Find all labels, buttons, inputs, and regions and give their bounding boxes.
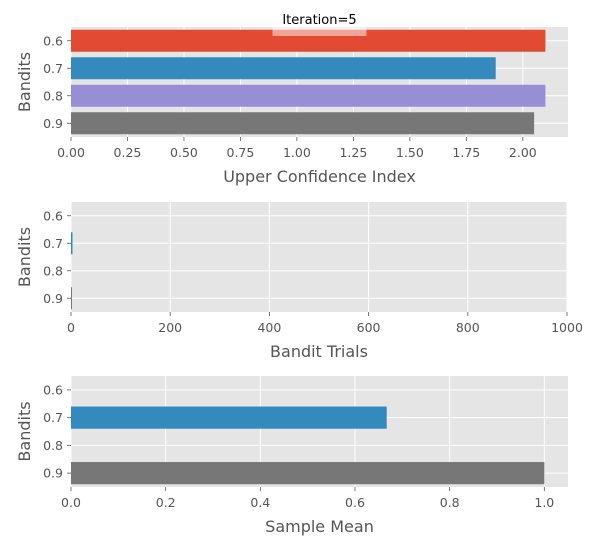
x-tick-label: 0 — [67, 320, 75, 335]
bar-0.9 — [71, 112, 535, 135]
y-axis-label: Bandits — [15, 227, 34, 287]
x-tick-label: 600 — [357, 320, 381, 335]
y-tick-label: 0.8 — [43, 263, 63, 278]
x-tick-label: 1.50 — [396, 145, 424, 160]
y-tick-label: 0.8 — [43, 88, 63, 103]
title-highlight — [272, 27, 367, 36]
bar-0.6 — [71, 29, 546, 52]
x-tick-label: 0.75 — [227, 145, 255, 160]
x-tick-label: 1.0 — [534, 495, 554, 510]
y-axis-label: Bandits — [15, 52, 34, 112]
x-axis-label: Upper Confidence Index — [223, 167, 416, 186]
plot-background — [71, 202, 567, 312]
y-tick-label: 0.8 — [43, 438, 63, 453]
x-tick-label: 0.00 — [57, 145, 85, 160]
y-tick-label: 0.6 — [43, 208, 63, 223]
y-tick-label: 0.6 — [43, 33, 63, 48]
x-tick-label: 0.4 — [250, 495, 270, 510]
x-tick-label: 0.8 — [440, 495, 460, 510]
chart-3: 0.6 0.7 0.8 0.9 0.0 0.2 0.4 0.6 0.8 1.0 Sample Mea… — [15, 376, 568, 536]
x-axis-label: Bandit Trials — [270, 342, 368, 361]
x-tick-label: 1.75 — [452, 145, 480, 160]
x-tick-label: 400 — [257, 320, 281, 335]
y-axis-label: Bandits — [15, 401, 34, 461]
x-tick-label: 200 — [158, 320, 182, 335]
x-tick-label: 1.25 — [339, 145, 367, 160]
x-tick-label: 0.50 — [170, 145, 198, 160]
bar-0.9 — [71, 287, 72, 310]
x-tick-label: 0.25 — [114, 145, 142, 160]
bar-0.7 — [71, 232, 73, 255]
x-axis-label: Sample Mean — [265, 517, 374, 536]
y-tick-label: 0.9 — [43, 116, 63, 131]
bar-0.7 — [71, 406, 387, 429]
bar-0.9 — [71, 462, 545, 485]
x-tick-label: 0.0 — [61, 495, 81, 510]
x-tick-label: 1.00 — [283, 145, 311, 160]
chart-2: 0.6 0.7 0.8 0.9 0 200 400 600 800 1000 Bandit Tria… — [15, 202, 583, 361]
bar-0.8 — [71, 84, 546, 107]
x-tick-label: 800 — [456, 320, 480, 335]
y-tick-label: 0.6 — [43, 382, 63, 397]
y-tick-label: 0.7 — [43, 61, 63, 76]
y-tick-label: 0.7 — [43, 236, 63, 251]
y-tick-label: 0.7 — [43, 410, 63, 425]
x-tick-label: 0.6 — [345, 495, 365, 510]
x-tick-label: 2.00 — [509, 145, 537, 160]
x-tick-label: 1000 — [551, 320, 583, 335]
y-tick-label: 0.9 — [43, 466, 63, 481]
chart-title: Iteration=5 — [282, 13, 356, 28]
y-tick-label: 0.9 — [43, 291, 63, 306]
chart-1: 0.6 0.7 0.8 0.9 0.00 0.25 0.50 0.75 1.00 1.25 1.50… — [15, 13, 568, 186]
x-tick-label: 0.2 — [156, 495, 176, 510]
bar-0.7 — [71, 57, 496, 80]
